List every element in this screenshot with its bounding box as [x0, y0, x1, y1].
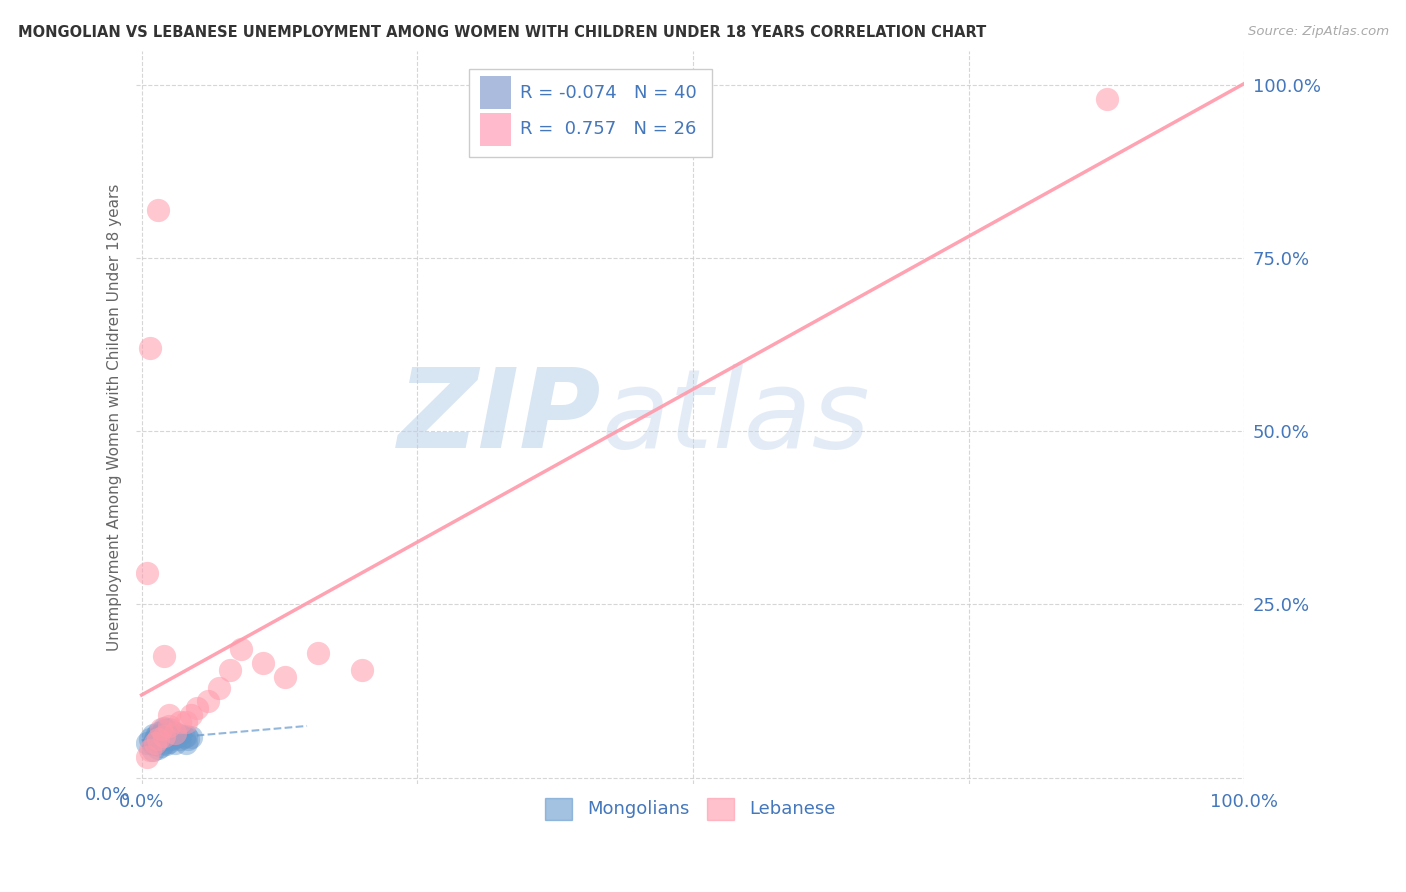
Point: [139, 732, 162, 747]
Point: [307, 646, 329, 660]
Point: [252, 657, 274, 671]
Point: [142, 728, 165, 742]
Point: [186, 701, 208, 715]
Point: [136, 566, 159, 581]
Point: [152, 723, 174, 738]
Point: [152, 649, 174, 664]
FancyBboxPatch shape: [479, 77, 510, 110]
Point: [163, 725, 186, 739]
Text: MONGOLIAN VS LEBANESE UNEMPLOYMENT AMONG WOMEN WITH CHILDREN UNDER 18 YEARS CORR: MONGOLIAN VS LEBANESE UNEMPLOYMENT AMONG…: [18, 25, 987, 40]
Point: [274, 670, 297, 684]
Point: [174, 715, 197, 730]
Point: [146, 202, 169, 217]
Point: [180, 731, 202, 745]
Point: [136, 736, 159, 750]
Point: [229, 642, 252, 657]
Point: [163, 731, 186, 745]
Text: ZIP: ZIP: [398, 364, 602, 471]
Point: [174, 729, 197, 743]
Point: [146, 741, 169, 756]
Point: [169, 732, 191, 747]
Text: 0.0%: 0.0%: [86, 786, 131, 804]
FancyBboxPatch shape: [468, 69, 713, 157]
Point: [174, 736, 197, 750]
Point: [143, 736, 166, 750]
Point: [145, 729, 167, 743]
Point: [163, 725, 186, 739]
Text: atlas: atlas: [602, 364, 870, 471]
Point: [157, 718, 180, 732]
Point: [163, 736, 186, 750]
Legend: Mongolians, Lebanese: Mongolians, Lebanese: [538, 790, 842, 827]
Point: [169, 715, 191, 730]
Point: [155, 732, 177, 747]
Point: [152, 731, 174, 745]
Text: Source: ZipAtlas.com: Source: ZipAtlas.com: [1249, 25, 1389, 38]
Point: [142, 737, 165, 751]
Point: [146, 732, 169, 747]
Point: [1095, 92, 1118, 106]
Point: [143, 732, 166, 747]
Point: [166, 729, 188, 743]
Text: R = -0.074   N = 40: R = -0.074 N = 40: [520, 84, 696, 102]
Point: [218, 663, 240, 677]
Point: [157, 708, 180, 723]
Point: [152, 721, 174, 735]
Point: [152, 728, 174, 742]
Point: [197, 694, 219, 708]
Point: [150, 722, 173, 736]
Point: [352, 663, 374, 677]
Point: [157, 728, 180, 742]
FancyBboxPatch shape: [479, 113, 510, 146]
Point: [162, 732, 184, 747]
Y-axis label: Unemployment Among Women with Children Under 18 years: Unemployment Among Women with Children U…: [107, 184, 122, 651]
Point: [157, 734, 180, 748]
Point: [139, 743, 162, 757]
Point: [139, 342, 162, 356]
Point: [146, 734, 169, 748]
Point: [142, 743, 165, 757]
Point: [177, 732, 200, 747]
Point: [169, 728, 191, 742]
Point: [152, 736, 174, 750]
Point: [162, 725, 184, 739]
Point: [136, 749, 159, 764]
Point: [180, 708, 202, 723]
Point: [146, 725, 169, 739]
Point: [155, 737, 177, 751]
Point: [155, 729, 177, 743]
Point: [150, 732, 173, 747]
Point: [150, 728, 173, 742]
Point: [152, 729, 174, 743]
Point: [150, 739, 173, 754]
Point: [157, 732, 180, 747]
Text: R =  0.757   N = 26: R = 0.757 N = 26: [520, 120, 696, 138]
Point: [146, 731, 169, 745]
Point: [173, 731, 195, 745]
Point: [208, 681, 231, 695]
Point: [157, 722, 180, 736]
Point: [155, 723, 177, 738]
